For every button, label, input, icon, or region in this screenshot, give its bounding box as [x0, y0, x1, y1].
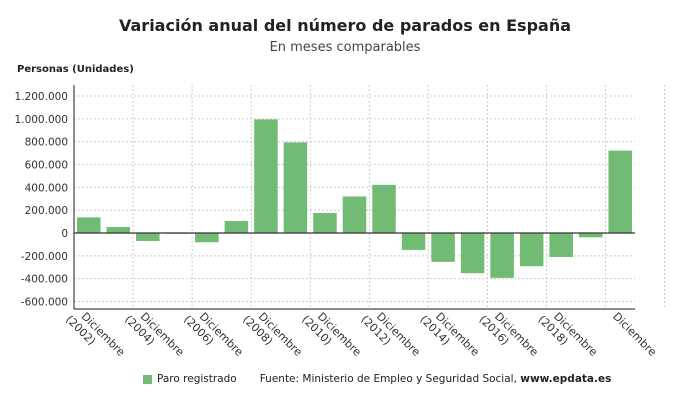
bar: [372, 184, 396, 233]
x-tick-label: Diciembre(2002): [63, 304, 128, 369]
bar: [401, 233, 426, 250]
bar: [490, 233, 514, 278]
bar: [431, 233, 455, 262]
y-tick-label: 200.000: [25, 205, 68, 217]
x-tick-label: Diciembre(2012): [358, 304, 423, 369]
source-note: Fuente: Ministerio de Empleo y Seguridad…: [260, 373, 612, 385]
bar: [136, 233, 160, 241]
bar: [578, 233, 603, 238]
y-axis-label: Personas (Unidades): [17, 64, 134, 75]
y-tick-label: -400.000: [21, 274, 68, 286]
bar: [608, 150, 632, 233]
x-tick-label: Diciembre(2014): [417, 304, 482, 369]
x-tick-label: Diciembre: [610, 310, 659, 359]
y-tick-label: 400.000: [25, 182, 68, 194]
x-tick-label-line: Diciembre: [610, 310, 659, 359]
y-tick-label: -600.000: [21, 297, 68, 309]
y-tick-label: 1.000.000: [15, 114, 68, 126]
bar: [106, 227, 131, 233]
bar: [519, 233, 544, 267]
source-text: Fuente: Ministerio de Empleo y Seguridad…: [259, 373, 521, 385]
bar: [460, 233, 485, 274]
bar: [283, 142, 308, 233]
legend: Paro registrado Fuente: Ministerio de Em…: [143, 373, 611, 385]
x-tick-label: Diciembre(2008): [240, 304, 305, 369]
bar: [77, 217, 101, 233]
legend-swatch: [143, 374, 152, 384]
source-link[interactable]: www.epdata.es: [520, 373, 612, 385]
bar: [313, 213, 337, 233]
x-tick-label: Diciembre(2006): [181, 304, 246, 369]
chart-subtitle: En meses comparables: [269, 40, 421, 55]
x-tick-label: Diciembre(2018): [536, 304, 601, 369]
chart-title: Variación anual del número de parados en…: [119, 16, 571, 35]
y-tick-label: -200.000: [21, 251, 68, 263]
legend-label: Paro registrado: [157, 373, 237, 385]
bar: [549, 233, 573, 257]
bar: [195, 233, 219, 243]
bar: [224, 221, 249, 233]
y-tick-label: 800.000: [25, 137, 68, 149]
y-tick-label: 600.000: [25, 160, 68, 172]
x-tick-label: Diciembre(2010): [299, 304, 364, 369]
bar: [254, 119, 278, 233]
y-tick-label: 0: [61, 228, 68, 240]
x-tick-label: Diciembre(2004): [122, 304, 187, 369]
y-tick-label: 1.200.000: [15, 91, 68, 103]
bar: [342, 196, 367, 233]
x-tick-label: Diciembre(2016): [476, 304, 541, 369]
